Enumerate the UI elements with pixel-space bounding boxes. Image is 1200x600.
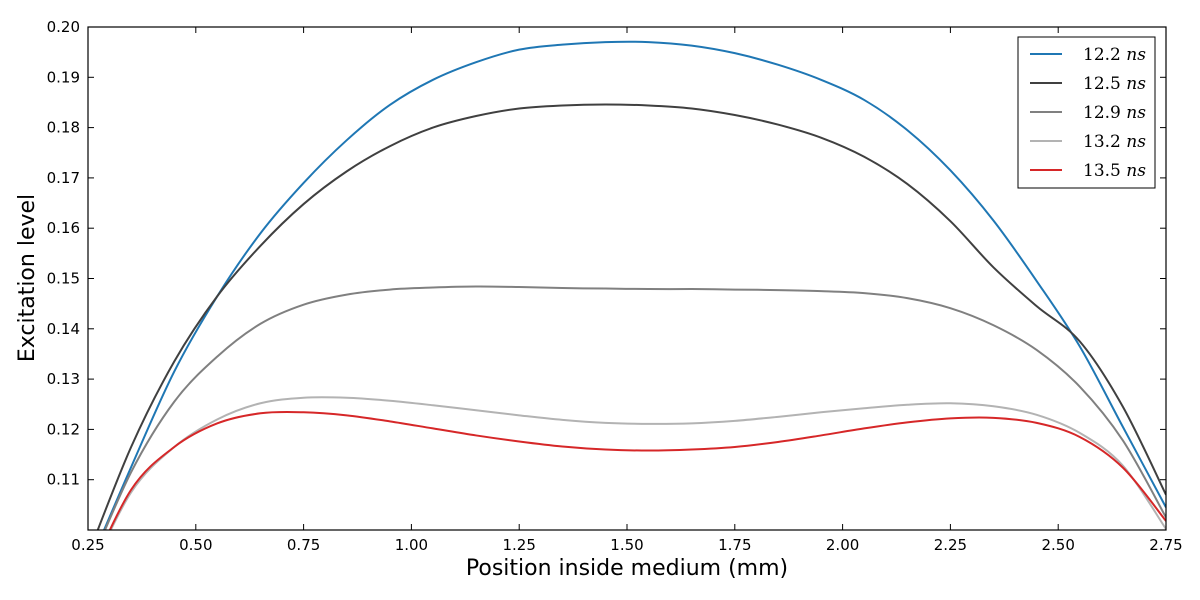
y-tick-label: 0.17 bbox=[47, 169, 80, 187]
legend-label-5: 13.5 ns bbox=[1083, 161, 1146, 181]
x-tick-label: 1.00 bbox=[395, 536, 428, 554]
series-line-2 bbox=[96, 103, 1166, 530]
legend-label-1: 12.2 ns bbox=[1083, 45, 1146, 65]
x-tick-label: 1.75 bbox=[718, 536, 751, 554]
y-tick-label: 0.20 bbox=[47, 18, 80, 36]
legend-label-4: 13.2 ns bbox=[1083, 132, 1146, 152]
series-line-3 bbox=[103, 285, 1166, 530]
y-tick-label: 0.15 bbox=[47, 270, 80, 288]
x-tick-label: 0.75 bbox=[287, 536, 320, 554]
legend-label-2: 12.5 ns bbox=[1083, 74, 1146, 94]
y-axis: 0.11 0.12 0.13 0.14 0.15 0.16 0.17 0.18 0.19 0.20 bbox=[47, 18, 1166, 489]
series-layer bbox=[96, 40, 1166, 530]
y-tick-label: 0.12 bbox=[47, 420, 80, 438]
x-axis: 0.25 0.50 0.75 1.00 1.25 1.50 1.75 2.00 2.25 2.50… bbox=[71, 27, 1183, 554]
x-tick-label: 2.00 bbox=[826, 536, 859, 554]
y-axis-label: Excitation level bbox=[15, 194, 40, 362]
y-tick-label: 0.16 bbox=[47, 219, 80, 237]
x-tick-label: 2.25 bbox=[934, 536, 967, 554]
x-tick-label: 2.50 bbox=[1041, 536, 1074, 554]
x-tick-label: 2.75 bbox=[1149, 536, 1182, 554]
series-line-1 bbox=[102, 40, 1166, 530]
y-tick-label: 0.13 bbox=[47, 370, 80, 388]
y-tick-label: 0.11 bbox=[47, 471, 80, 489]
legend: 12.2 ns 12.5 ns 12.9 ns 13.2 ns 13.5 ns bbox=[1017, 36, 1156, 189]
x-tick-label: 0.50 bbox=[179, 536, 212, 554]
x-tick-label: 0.25 bbox=[71, 536, 104, 554]
y-tick-label: 0.18 bbox=[47, 119, 80, 137]
y-tick-label: 0.19 bbox=[47, 68, 80, 86]
series-line-4 bbox=[109, 396, 1166, 530]
x-tick-label: 1.25 bbox=[502, 536, 535, 554]
y-tick-label: 0.14 bbox=[47, 320, 80, 338]
legend-label-3: 12.9 ns bbox=[1083, 103, 1146, 123]
series-line-5 bbox=[108, 410, 1166, 530]
x-axis-label: Position inside medium (mm) bbox=[466, 556, 788, 581]
x-tick-label: 1.50 bbox=[610, 536, 643, 554]
